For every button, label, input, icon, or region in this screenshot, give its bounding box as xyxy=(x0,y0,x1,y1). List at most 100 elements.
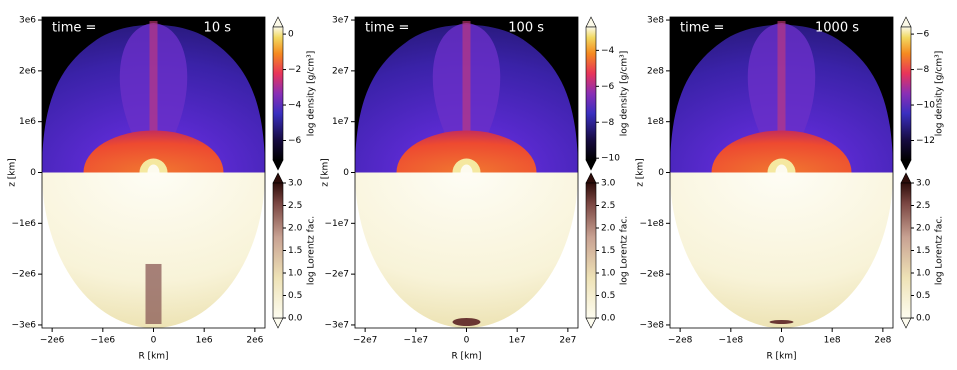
colorbar-extend xyxy=(900,172,912,184)
colorbar-tick-label: 2.0 xyxy=(288,224,303,234)
colorbar-tick-label: 2.5 xyxy=(288,201,302,211)
title: time = xyxy=(52,21,96,36)
x-tick-label: 1e7 xyxy=(509,336,526,346)
colorbar-tick-label: 2.0 xyxy=(916,224,931,234)
colorbar-extend xyxy=(272,16,284,28)
colorbar-tick-label: 1.0 xyxy=(288,269,303,279)
y-tick-label: −3e7 xyxy=(324,320,349,330)
colorbar-label: log Lorentz fac. xyxy=(935,216,945,285)
annotation: 100 s xyxy=(508,21,544,36)
x-tick-label: −2e6 xyxy=(40,336,65,346)
heatmap xyxy=(42,17,265,328)
colorbar-tick-label: 2.0 xyxy=(601,224,616,234)
colorbar-extend xyxy=(900,159,912,171)
x-tick-label: −2e7 xyxy=(353,336,378,346)
colorbar-tick-label: 1.0 xyxy=(601,269,616,279)
x-tick-label: 1e8 xyxy=(824,336,841,346)
colorbar-label: log density [g/cm³] xyxy=(307,51,317,137)
core-inner xyxy=(460,164,473,173)
colorbar-extend xyxy=(272,172,284,184)
core-inner xyxy=(775,164,788,173)
y-tick-label: 0 xyxy=(658,168,664,178)
colorbar-tick-label: 0.5 xyxy=(288,291,302,301)
y-axis-label: z [km] xyxy=(636,158,646,187)
x-tick-label: −1e7 xyxy=(404,336,429,346)
colorbar-tick-label: −2 xyxy=(288,65,301,75)
colorbar-tick-label: −6 xyxy=(601,82,615,92)
x-tick-label: 0 xyxy=(464,336,470,346)
y-tick-label: −1e6 xyxy=(11,219,36,229)
colorbar-tick-label: 0.5 xyxy=(601,291,615,301)
jet-core xyxy=(462,21,471,153)
y-tick-label: 0 xyxy=(30,168,36,178)
colorbar xyxy=(900,26,912,161)
colorbar-tick-label: 1.5 xyxy=(916,246,930,256)
heatmap xyxy=(670,17,893,328)
x-tick-label: −1e6 xyxy=(91,336,116,346)
colorbar-tick-label: −12 xyxy=(916,136,935,146)
x-axis-label: R [km] xyxy=(766,352,796,362)
shell xyxy=(355,172,578,328)
jet-head xyxy=(769,320,794,324)
x-tick-label: 0 xyxy=(151,336,157,346)
y-tick-label: 3e8 xyxy=(647,16,664,26)
colorbar xyxy=(585,182,597,319)
colorbar-tick-label: 3.0 xyxy=(601,179,616,189)
y-tick-label: −2e8 xyxy=(639,270,664,280)
colorbar-tick-label: −10 xyxy=(601,154,620,164)
x-tick-label: 2e6 xyxy=(246,336,263,346)
colorbar-extend xyxy=(900,317,912,329)
y-tick-label: −1e8 xyxy=(639,219,664,229)
colorbar-tick-label: 0.0 xyxy=(916,314,931,324)
jet-trail xyxy=(145,263,162,324)
x-tick-label: 2e8 xyxy=(874,336,891,346)
y-tick-label: 2e7 xyxy=(332,66,349,76)
y-tick-label: −2e7 xyxy=(324,270,349,280)
colorbar-label: log Lorentz fac. xyxy=(620,216,630,285)
y-tick-label: −3e8 xyxy=(639,320,664,330)
colorbar-label: log Lorentz fac. xyxy=(307,216,317,285)
title: time = xyxy=(365,21,409,36)
colorbar-tick-label: 3.0 xyxy=(916,179,931,189)
y-tick-label: −1e7 xyxy=(324,219,349,229)
colorbar-tick-label: 0.5 xyxy=(916,291,930,301)
y-tick-label: 3e7 xyxy=(332,16,349,26)
colorbar-tick-label: 2.5 xyxy=(916,201,930,211)
colorbar-tick-label: 3.0 xyxy=(288,179,303,189)
colorbar xyxy=(585,26,597,161)
colorbar-tick-label: −6 xyxy=(288,136,302,146)
y-tick-label: 1e7 xyxy=(332,117,349,127)
colorbar-extend xyxy=(900,16,912,28)
colorbar-tick-label: −4 xyxy=(601,46,615,56)
x-tick-label: 2e7 xyxy=(559,336,576,346)
colorbar-extend xyxy=(585,159,597,171)
hot-region xyxy=(396,130,537,173)
x-tick-label: −2e8 xyxy=(668,336,693,346)
hot-region xyxy=(83,130,224,173)
colorbar-extend xyxy=(272,159,284,171)
colorbar-tick-label: −8 xyxy=(916,65,930,75)
jet-head xyxy=(452,318,481,326)
y-tick-label: 2e6 xyxy=(19,66,36,76)
annotation: 10 s xyxy=(204,21,232,36)
colorbar-extend xyxy=(272,317,284,329)
jet-core xyxy=(149,21,158,153)
y-tick-label: 2e8 xyxy=(647,66,664,76)
colorbar-tick-label: −6 xyxy=(916,30,930,40)
colorbar-tick-label: 1.5 xyxy=(288,246,302,256)
annotation: 1000 s xyxy=(815,21,859,36)
y-tick-label: 1e6 xyxy=(19,117,36,127)
colorbar-tick-label: 0 xyxy=(288,30,294,40)
colorbar-label: log density [g/cm³] xyxy=(935,51,945,137)
x-axis-label: R [km] xyxy=(138,352,168,362)
colorbar-extend xyxy=(585,172,597,184)
colorbar-extend xyxy=(585,317,597,329)
colorbar-tick-label: 0.0 xyxy=(288,314,303,324)
colorbar-tick-label: 1.0 xyxy=(916,269,931,279)
x-axis-label: R [km] xyxy=(451,352,481,362)
colorbar xyxy=(900,182,912,319)
x-tick-label: 1e6 xyxy=(196,336,213,346)
y-tick-label: 1e8 xyxy=(647,117,664,127)
colorbar-tick-label: 1.5 xyxy=(601,246,615,256)
